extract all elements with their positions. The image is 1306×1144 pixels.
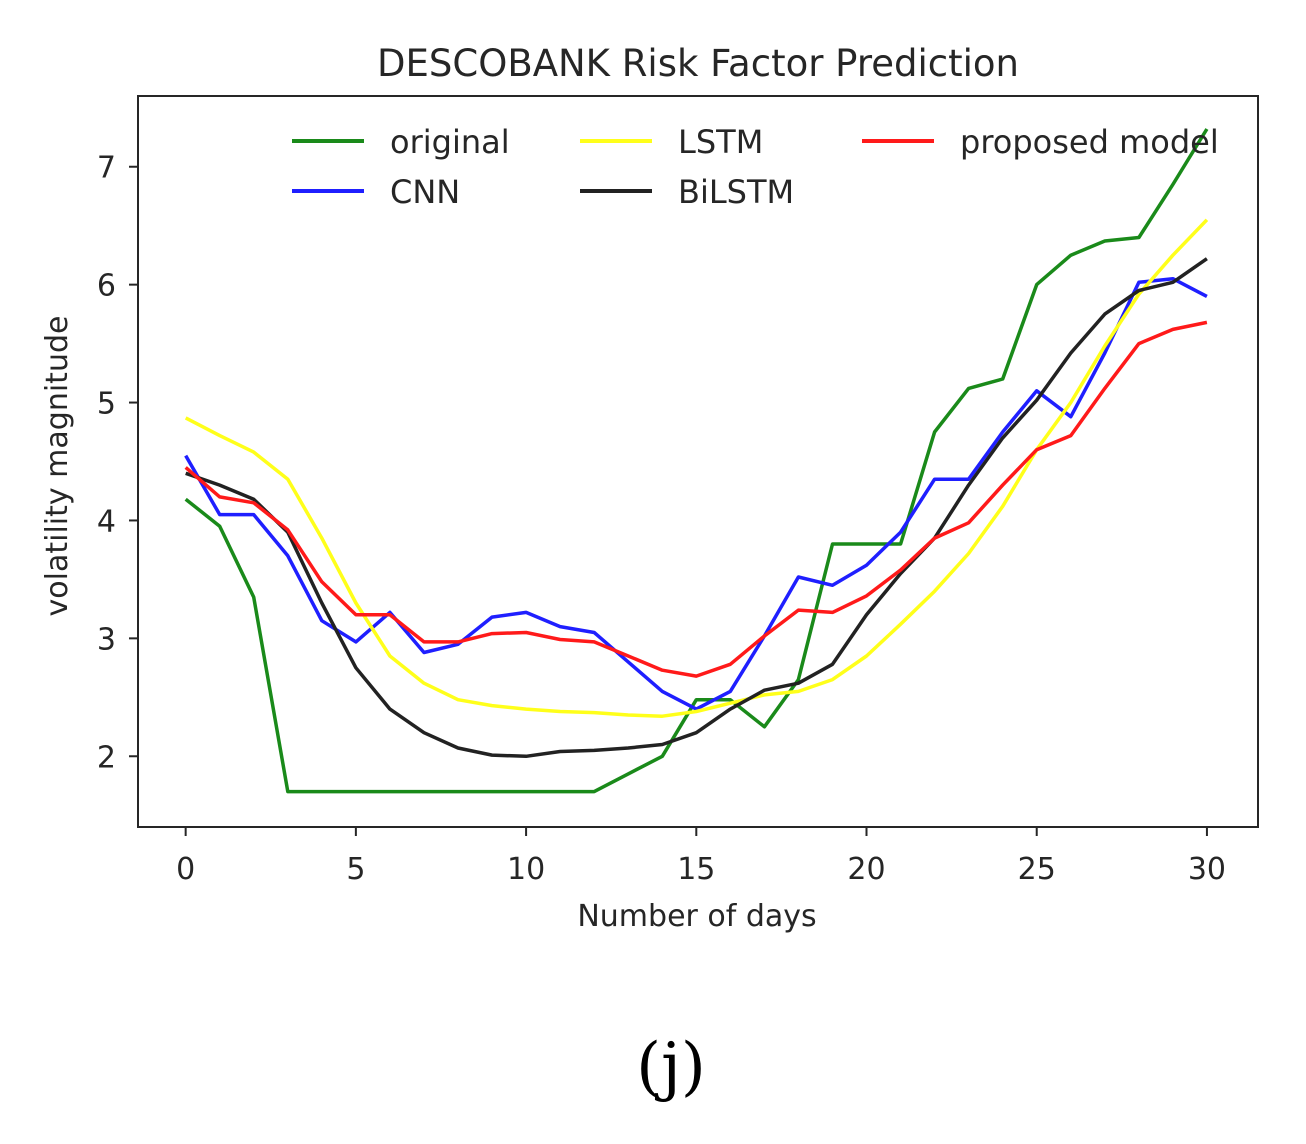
chart-title: DESCOBANK Risk Factor Prediction: [377, 42, 1019, 85]
y-tick-label: 7: [97, 151, 116, 186]
x-tick-label: 15: [677, 852, 715, 887]
y-axis-ticks: 2 3 4 5 6 7: [97, 151, 138, 775]
legend-entry-original: original: [292, 123, 510, 161]
x-tick-label: 20: [847, 852, 885, 887]
legend-label: CNN: [390, 173, 460, 211]
y-axis-label: volatility magnitude: [40, 316, 75, 617]
series-line-proposed-model: [184, 320, 1208, 678]
legend-entry-lstm: LSTM: [580, 123, 763, 161]
x-tick-label: 10: [507, 852, 545, 887]
x-axis-ticks: 0 5 10 15 20 25 30: [176, 827, 1226, 887]
series-layer: [184, 128, 1209, 794]
x-tick-label: 30: [1188, 852, 1226, 887]
series-line-original: [184, 128, 1209, 794]
y-tick-label: 5: [97, 387, 116, 422]
figure-caption: (j): [636, 1030, 706, 1104]
legend: original CNN LSTM BiLSTM proposed model: [292, 123, 1219, 211]
x-tick-label: 0: [176, 852, 195, 887]
y-tick-label: 4: [97, 504, 116, 539]
plot-background: [138, 96, 1258, 827]
y-tick-label: 3: [97, 622, 116, 657]
x-tick-label: 25: [1018, 852, 1056, 887]
y-tick-label: 2: [97, 740, 116, 775]
legend-entry-proposed-model: proposed model: [862, 123, 1219, 161]
legend-label: proposed model: [960, 123, 1219, 161]
y-tick-label: 6: [97, 269, 116, 304]
plot-frame: [137, 95, 1259, 828]
series-line-cnn: [184, 276, 1208, 711]
legend-label: original: [390, 123, 510, 161]
legend-label: BiLSTM: [678, 173, 794, 211]
x-tick-label: 5: [346, 852, 365, 887]
legend-entry-cnn: CNN: [292, 173, 460, 211]
x-axis-label: Number of days: [577, 899, 816, 934]
legend-label: LSTM: [678, 123, 763, 161]
legend-entry-bilstm: BiLSTM: [580, 173, 794, 211]
series-line-bilstm: [185, 257, 1208, 759]
